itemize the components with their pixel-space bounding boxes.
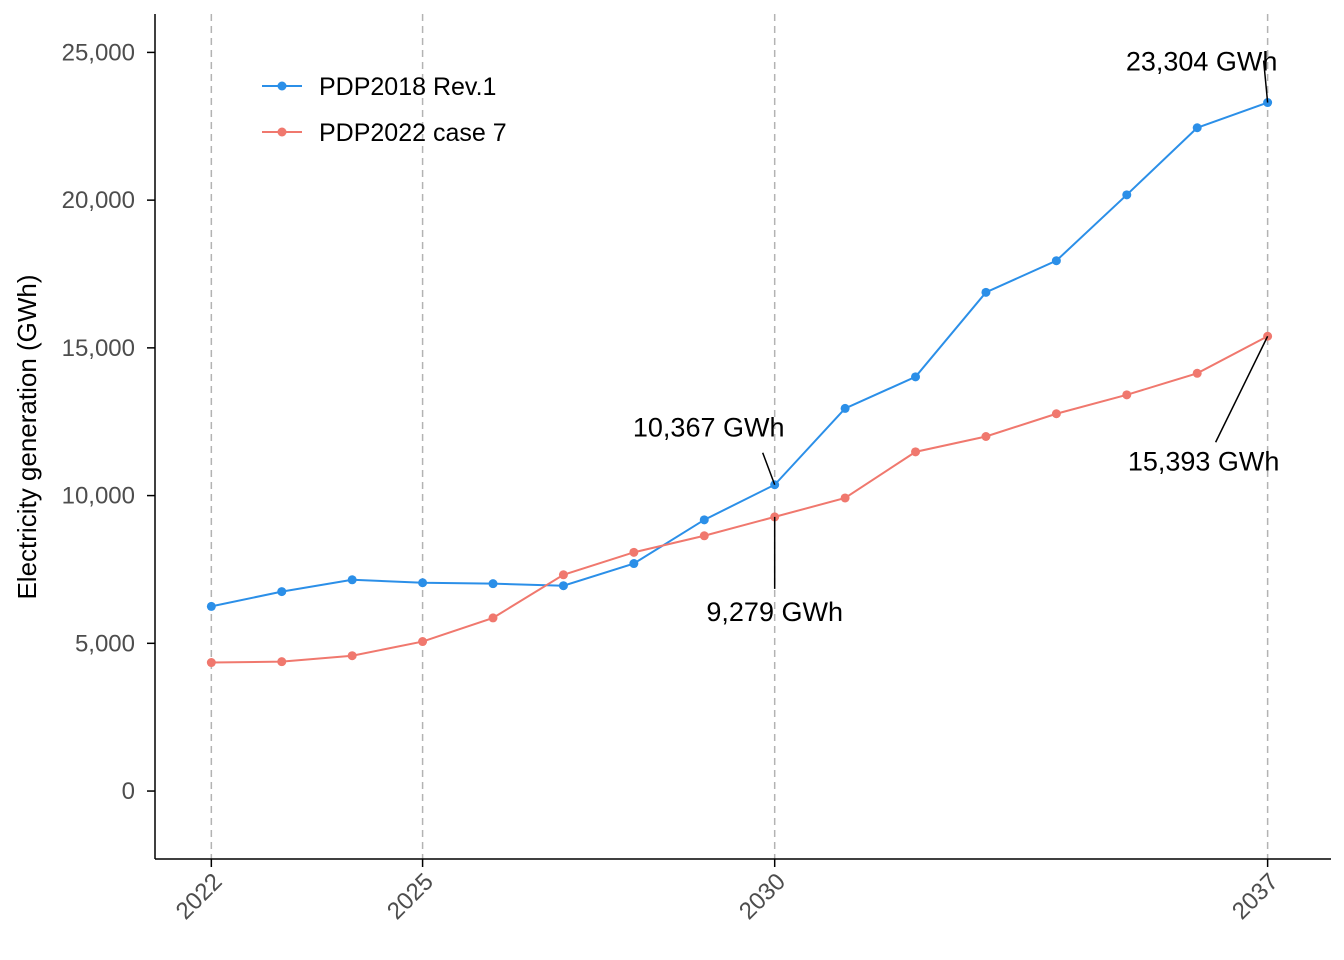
data-point [488, 579, 498, 589]
data-point [1051, 256, 1061, 266]
data-point [629, 547, 639, 557]
series-points [206, 98, 1273, 668]
legend-key-point [277, 127, 287, 137]
legend: PDP2018 Rev.1 PDP2022 case 7 [262, 73, 507, 147]
y-tick-label: 5,000 [75, 630, 135, 657]
data-point [418, 578, 428, 588]
data-point [981, 432, 991, 441]
series-lines [211, 101, 1269, 664]
annotation-leader [761, 452, 776, 486]
y-tick-label: 20,000 [62, 187, 135, 214]
data-point [981, 287, 991, 297]
annotation-label: 9,279 GWh [706, 597, 843, 627]
y-tick-label: 25,000 [62, 39, 135, 66]
annotation-label: 23,304 GWh [1126, 47, 1278, 77]
y-axis-title: Electricity generation (GWh) [12, 274, 42, 599]
data-point [911, 372, 921, 382]
annotation-leader [1214, 335, 1269, 443]
y-ticks: 0 5,000 10,000 15,000 20,000 25,000 [62, 39, 155, 805]
series-line-2 [211, 335, 1269, 664]
data-point [206, 658, 216, 668]
data-point [347, 651, 357, 661]
data-point [558, 581, 568, 591]
annotation-leader [1262, 60, 1269, 103]
data-point [558, 570, 568, 580]
data-point [699, 531, 709, 541]
annotation-label: 10,367 GWh [633, 413, 785, 443]
data-point [629, 559, 639, 569]
grid [210, 14, 1269, 859]
data-point [488, 613, 498, 623]
data-point [418, 637, 428, 647]
data-point [911, 447, 921, 457]
data-point [1122, 390, 1132, 400]
data-point [277, 657, 287, 667]
data-point [206, 601, 216, 611]
data-point [840, 403, 850, 413]
legend-label: PDP2018 Rev.1 [319, 73, 496, 101]
axes [154, 14, 1331, 860]
data-point [840, 493, 850, 503]
data-point [347, 575, 357, 585]
legend-label: PDP2022 case 7 [319, 119, 507, 147]
data-point [1192, 123, 1202, 133]
annotations: 23,304 GWh 10,367 GWh 9,279 GWh 15,393 GWh [633, 47, 1280, 627]
y-tick-label: 0 [122, 778, 135, 805]
legend-key-point [277, 81, 287, 91]
annotation-label: 15,393 GWh [1128, 446, 1280, 476]
data-point [277, 587, 287, 597]
series-line-1 [211, 101, 1268, 608]
data-point [1122, 190, 1132, 200]
data-point [1192, 368, 1202, 378]
y-tick-label: 15,000 [62, 335, 135, 362]
y-tick-label: 10,000 [62, 483, 135, 510]
data-point [1051, 409, 1061, 419]
data-point [699, 515, 709, 525]
